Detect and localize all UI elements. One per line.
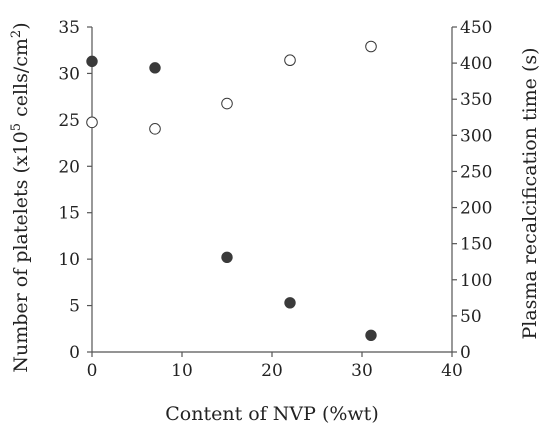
x-axis-title: Content of NVP (%wt) [165, 403, 378, 425]
platelet-count-point [284, 297, 296, 309]
recalcification-time-point [284, 54, 296, 67]
y-left-tick-label: 20 [58, 157, 80, 177]
x-tick-label: 30 [351, 361, 373, 381]
platelet-count-point [86, 55, 98, 68]
y-right-axis-title: Plasma recalcification time (s) [519, 47, 541, 339]
platelet-count-point [221, 251, 233, 263]
y-left-tick-label: 5 [69, 297, 80, 317]
y-right-tick-label: 0 [460, 343, 471, 363]
y-left-tick-label: 0 [69, 343, 80, 363]
y-right-tick-label: 50 [460, 307, 482, 327]
y-right-tick-label: 200 [460, 199, 492, 219]
y-left-tick-label: 30 [58, 64, 80, 84]
ticks-layer: 0 10 20 30 400510152025303505010015020025030… [58, 18, 492, 381]
y-right-tick-label: 450 [460, 18, 492, 38]
platelet-count-point [149, 62, 161, 74]
x-tick-label: 20 [261, 361, 283, 381]
y-left-title-unit: cells/cm [10, 38, 32, 123]
y-right-tick-label: 100 [460, 271, 492, 291]
points-layer [86, 40, 377, 341]
y-right-tick-label: 400 [460, 54, 492, 74]
recalcification-time-point [149, 123, 161, 135]
y-left-title-tail: ) [10, 22, 32, 29]
x-tick-label: 0 [87, 361, 98, 381]
y-right-tick-label: 250 [460, 162, 492, 182]
y-left-tick-label: 10 [58, 250, 80, 270]
y-left-title-main: Number of platelets (x10 [10, 131, 32, 372]
platelet-count-point [365, 329, 377, 341]
y-left-tick-label: 25 [58, 111, 80, 131]
y-left-title-unit-exponent: 2 [9, 30, 24, 38]
recalcification-time-point [86, 116, 98, 129]
y-right-tick-label: 350 [460, 90, 492, 110]
y-left-axis-title: Number of platelets (x105 cells/cm2) [9, 22, 33, 372]
y-left-tick-label: 35 [58, 18, 80, 38]
recalcification-time-point [365, 40, 377, 53]
y-right-tick-label: 300 [460, 126, 492, 146]
y-left-title-exponent: 5 [9, 123, 24, 131]
recalcification-time-point [221, 97, 233, 110]
x-tick-label: 10 [171, 361, 193, 381]
y-right-tick-label: 150 [460, 235, 492, 255]
y-left-tick-label: 15 [58, 204, 80, 224]
x-tick-label: 40 [441, 361, 463, 381]
